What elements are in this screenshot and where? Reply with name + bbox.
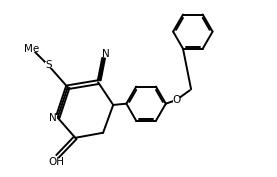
Text: Me: Me <box>24 44 39 54</box>
Bar <box>51 159 62 165</box>
Bar <box>45 62 52 68</box>
Bar <box>102 51 109 57</box>
Text: O: O <box>172 95 181 105</box>
Text: N: N <box>49 113 57 123</box>
Bar <box>25 46 38 52</box>
Bar <box>50 115 57 121</box>
Text: N: N <box>102 49 109 59</box>
Text: OH: OH <box>48 157 64 167</box>
Bar <box>173 97 180 103</box>
Text: S: S <box>45 60 52 70</box>
